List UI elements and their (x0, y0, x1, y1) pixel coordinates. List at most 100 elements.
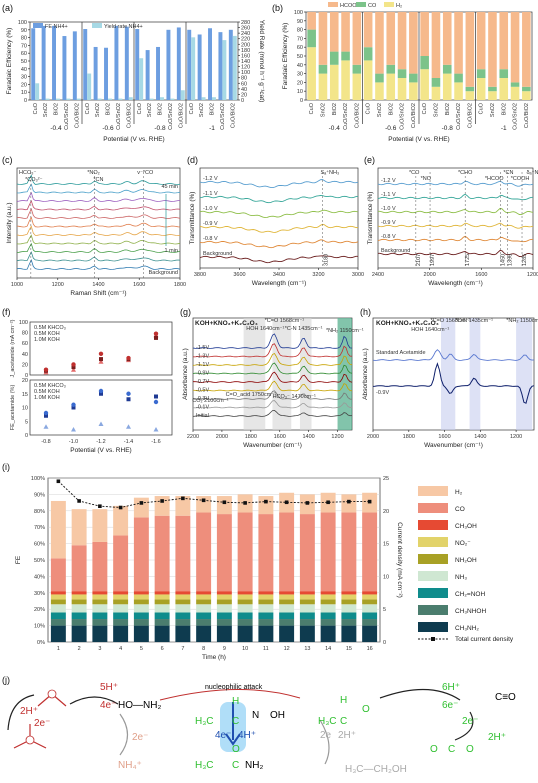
stack-segment (216, 604, 232, 613)
stack-segment (154, 612, 170, 620)
x-tick-label: 1400 (92, 282, 104, 288)
stack-segment (196, 612, 212, 620)
legend-swatch (384, 2, 394, 7)
step-2e-g: 2e (320, 730, 332, 741)
hcoo-bar (341, 12, 350, 52)
x-tick-label: 9 (223, 646, 226, 652)
series-label: -1.0 V (381, 206, 396, 212)
x-tick-label: 1200 (510, 434, 522, 440)
step-2e-side: 2e⁻ (132, 732, 148, 743)
hcoo-bar (522, 12, 531, 87)
stack-segment (154, 604, 170, 613)
data-point (71, 362, 76, 367)
stack-segment (92, 509, 108, 542)
plot-frame (377, 167, 534, 269)
y-tick-label: 50 (21, 59, 27, 65)
series-label: Standard Acetamide (376, 350, 426, 356)
panel-label-b: (b) (272, 3, 283, 13)
legend-fe: FE NH4+ (45, 24, 68, 30)
stack-segment (154, 625, 170, 642)
legend-entry: NO₂⁻ (455, 540, 471, 547)
carbon-2: C (232, 760, 239, 771)
legend-entry: 0.5M KOH (34, 389, 60, 395)
stack-segment (258, 619, 274, 626)
stack-segment (133, 599, 149, 605)
category-label: BiO2 (210, 103, 216, 115)
category-label: CuO/SnO2 (513, 103, 519, 130)
highlight-band (272, 318, 292, 430)
ftir-spectrum (199, 209, 359, 219)
y-tick-label: 5 (25, 419, 28, 425)
y2-tick-label: 200 (241, 42, 250, 48)
panel-c-chart: 1000 1200 1400 1600 1800 Raman Shift (cm⁻¹) In… (6, 167, 186, 297)
annotation: *C-N 1435cm⁻¹ (455, 318, 493, 324)
x-tick-label: 2 (78, 646, 81, 652)
stack-segment (71, 625, 87, 642)
fe-bar (31, 28, 36, 101)
annotation: *HCOO (485, 176, 504, 182)
reaction-arrow (454, 711, 474, 741)
annotation: *CN (503, 170, 513, 176)
hcoo-bar (386, 12, 396, 65)
absorbance-spectrum (192, 400, 353, 409)
series-label: -1.1 V (203, 191, 218, 197)
y-axis-label: Faradaic Efficiency (%) (282, 23, 289, 90)
y2-tick-label: 0 (241, 98, 244, 104)
series-label: -1.2 V (203, 176, 218, 182)
h2-bar (510, 86, 520, 100)
x-tick-label: 10 (242, 646, 248, 652)
current-density-point (284, 500, 289, 505)
oxygen: O (232, 744, 240, 755)
panel-h-chart: 2000 1800 1600 1400 1200 Wavenumber (cm⁻¹) Abs… (362, 317, 538, 449)
category-label: CuO (479, 102, 485, 114)
category-label: SnO2 (433, 103, 439, 117)
category-label: BiO2 (445, 103, 451, 115)
category-label: CuO/SnO2 (168, 103, 174, 130)
panel-e-chart: 2400 2000 1600 1200 Wavelength (cm⁻¹) Transmi… (367, 167, 538, 287)
hydrogen-3: H (340, 695, 347, 706)
co-bar (318, 64, 328, 74)
ftir-spectrum (377, 193, 534, 201)
category-label: CuO/BiO2 (411, 103, 417, 128)
fe-bar (41, 25, 46, 100)
stack-segment (154, 619, 170, 626)
background-label: Background (149, 270, 178, 276)
x-tick-label: 5 (140, 646, 143, 652)
co-bar (375, 73, 384, 83)
stack-segment (279, 612, 295, 620)
current-density-point (77, 499, 81, 503)
x-tick-label: 2200 (187, 434, 199, 440)
data-point (71, 402, 76, 407)
y-tick-label: 100 (18, 20, 27, 26)
data-point (71, 427, 76, 432)
x-tick-label: 3600 (233, 272, 245, 278)
current-density-point (139, 501, 144, 505)
yield-bar (45, 98, 50, 100)
category-label: SnO2 (95, 103, 101, 117)
stack-segment (50, 599, 66, 605)
legend-swatch (418, 622, 448, 632)
data-point (44, 413, 48, 418)
stack-segment (320, 599, 336, 605)
x-tick-label: 14 (325, 646, 331, 652)
x-tick-label: 1800 (174, 282, 186, 288)
data-point (98, 388, 104, 394)
y-axis-label: Transmittance (%) (367, 192, 374, 245)
x-tick-label: 1200 (52, 282, 64, 288)
x-tick-label: 6 (161, 646, 164, 652)
annotation: HOH 1640cm⁻¹ (246, 326, 284, 332)
x-tick-label: 4 (119, 646, 122, 652)
hcoo-bar (431, 12, 441, 78)
highlight-band (243, 318, 266, 430)
fe-bar (176, 27, 181, 100)
side-arrow (119, 713, 129, 756)
stack-segment (133, 497, 149, 518)
plot-frame (16, 167, 181, 279)
stack-segment (299, 625, 315, 642)
series-label: -1.1V (196, 362, 209, 368)
category-label: CuO/BiO2 (467, 103, 473, 128)
absorbance-spectrum (192, 343, 353, 358)
current-density-line (58, 480, 370, 508)
y-axis-label: Transmittance (%) (189, 192, 196, 245)
